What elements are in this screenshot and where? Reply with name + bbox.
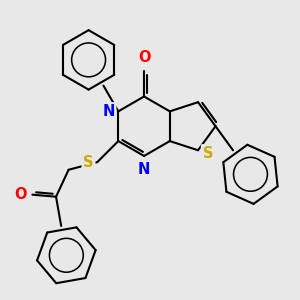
Text: O: O: [14, 187, 26, 202]
Text: O: O: [138, 50, 150, 65]
Text: S: S: [83, 154, 94, 169]
Text: N: N: [138, 163, 150, 178]
Text: S: S: [202, 146, 213, 161]
Text: N: N: [102, 104, 115, 119]
